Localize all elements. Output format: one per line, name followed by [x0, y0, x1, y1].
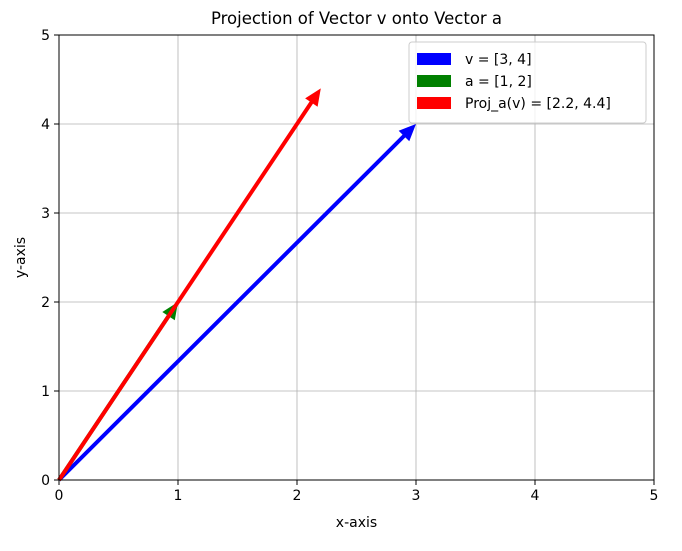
vector-arrow-1: [57, 124, 417, 482]
vectors: [57, 88, 417, 482]
legend-swatch-2: [417, 75, 451, 87]
y-tick-label: 2: [41, 295, 50, 311]
chart-title: Projection of Vector v onto Vector a: [211, 9, 502, 28]
vector-arrow-3: [57, 88, 321, 482]
y-tick-label: 0: [41, 473, 50, 489]
y-tick-label: 1: [41, 384, 50, 400]
legend-label-2: a = [1, 2]: [465, 74, 532, 90]
y-tick-label: 5: [41, 28, 50, 44]
x-tick-label: 0: [55, 488, 64, 504]
x-tick-label: 4: [531, 488, 540, 504]
plot-frame: [58, 34, 655, 481]
x-tick-label: 1: [174, 488, 183, 504]
legend: v = [3, 4] a = [1, 2] Proj_a(v) = [2.2, 4.…: [408, 41, 647, 124]
legend-label-3: Proj_a(v) = [2.2, 4.4]: [465, 96, 611, 112]
y-axis-label: y-axis: [13, 237, 29, 278]
x-tick-label: 2: [293, 488, 302, 504]
y-tick-label: 3: [41, 206, 50, 222]
y-tick-label: 4: [41, 117, 50, 133]
x-tick-label: 3: [412, 488, 421, 504]
x-tick-label: 5: [650, 488, 659, 504]
x-axis-label: x-axis: [336, 515, 377, 531]
ticks: 0 1 2 3 4 5 0 1 2 3 4 5: [41, 28, 658, 504]
legend-swatch-1: [417, 53, 451, 65]
legend-swatch-3: [417, 97, 451, 109]
legend-box: [408, 41, 647, 124]
legend-label-1: v = [3, 4]: [465, 52, 532, 68]
